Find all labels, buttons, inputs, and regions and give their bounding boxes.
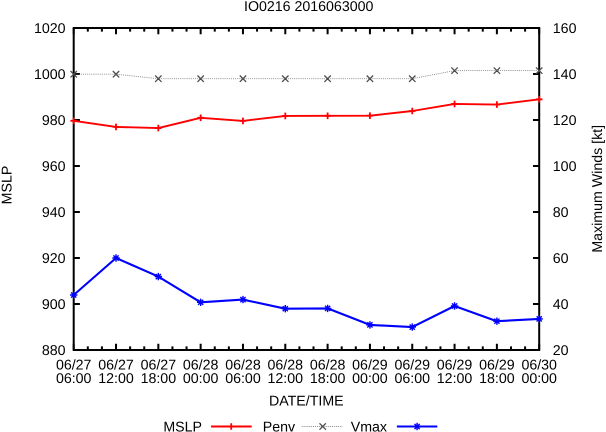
svg-text:880: 880	[42, 343, 66, 359]
svg-text:140: 140	[553, 67, 577, 83]
svg-text:18:00: 18:00	[479, 371, 515, 387]
svg-text:00:00: 00:00	[352, 371, 388, 387]
svg-text:06/28: 06/28	[183, 358, 219, 374]
svg-text:920: 920	[42, 251, 66, 267]
svg-text:06/28: 06/28	[225, 358, 261, 374]
svg-text:60: 60	[553, 251, 569, 267]
svg-text:06/29: 06/29	[479, 358, 515, 374]
svg-text:06/29: 06/29	[352, 358, 388, 374]
svg-text:06/27: 06/27	[98, 358, 134, 374]
svg-text:1000: 1000	[34, 67, 66, 83]
svg-text:12:00: 12:00	[437, 371, 473, 387]
svg-text:12:00: 12:00	[98, 371, 134, 387]
svg-text:40: 40	[553, 297, 569, 313]
svg-text:06:00: 06:00	[394, 371, 430, 387]
svg-text:06:00: 06:00	[225, 371, 261, 387]
svg-text:18:00: 18:00	[310, 371, 346, 387]
svg-text:Penv: Penv	[263, 420, 296, 432]
svg-text:120: 120	[553, 113, 577, 129]
svg-text:06:00: 06:00	[56, 371, 92, 387]
svg-text:06/28: 06/28	[310, 358, 346, 374]
svg-text:IO0216 2016063000: IO0216 2016063000	[244, 0, 373, 15]
svg-text:MSLP: MSLP	[0, 166, 16, 205]
svg-text:160: 160	[553, 21, 577, 37]
svg-text:900: 900	[42, 297, 66, 313]
svg-text:06/28: 06/28	[268, 358, 304, 374]
svg-text:00:00: 00:00	[521, 371, 557, 387]
svg-text:DATE/TIME: DATE/TIME	[269, 394, 344, 410]
svg-text:06/30: 06/30	[521, 358, 557, 374]
svg-text:Maximum Winds [kt]: Maximum Winds [kt]	[590, 125, 606, 253]
svg-text:100: 100	[553, 159, 577, 175]
svg-text:00:00: 00:00	[183, 371, 219, 387]
svg-text:06/27: 06/27	[56, 358, 92, 374]
svg-text:960: 960	[42, 159, 66, 175]
svg-text:Vmax: Vmax	[351, 420, 387, 432]
svg-text:MSLP: MSLP	[163, 420, 202, 432]
svg-text:12:00: 12:00	[268, 371, 304, 387]
svg-text:80: 80	[553, 205, 569, 221]
svg-text:20: 20	[553, 343, 569, 359]
svg-text:06/29: 06/29	[437, 358, 473, 374]
svg-text:940: 940	[42, 205, 66, 221]
svg-text:06/29: 06/29	[394, 358, 430, 374]
svg-text:980: 980	[42, 113, 66, 129]
svg-text:1020: 1020	[34, 21, 66, 37]
svg-text:18:00: 18:00	[141, 371, 177, 387]
svg-text:06/27: 06/27	[141, 358, 177, 374]
